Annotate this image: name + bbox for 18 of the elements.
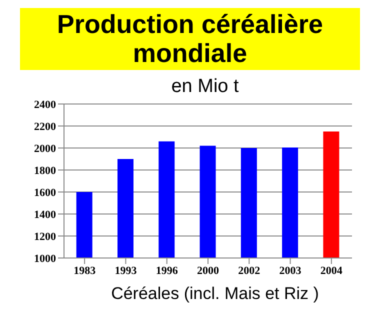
y-tick-label: 1800 bbox=[34, 164, 56, 177]
x-tick-label: 1993 bbox=[114, 264, 138, 277]
y-tick-label: 1200 bbox=[34, 230, 56, 243]
chart-title: Production céréalière mondiale bbox=[20, 8, 360, 70]
y-tick-label: 2400 bbox=[34, 98, 56, 111]
x-tick-label: 2000 bbox=[197, 264, 220, 277]
y-tick-label: 2000 bbox=[34, 142, 56, 155]
x-tick-label: 2002 bbox=[238, 264, 261, 277]
y-tick-label: 1400 bbox=[34, 208, 56, 221]
y-tick-label: 1600 bbox=[34, 186, 56, 199]
x-tick-label: 1996 bbox=[156, 264, 178, 277]
x-tick-label: 2004 bbox=[320, 264, 343, 277]
x-tick-label: 2003 bbox=[279, 264, 302, 277]
y-tick-label: 1000 bbox=[34, 252, 56, 265]
x-axis-title: Céréales (incl. Mais et Riz ) bbox=[110, 284, 320, 304]
x-tick-label: 1983 bbox=[74, 264, 96, 277]
y-tick-label: 2200 bbox=[34, 120, 56, 133]
chart-subtitle: en Mio t bbox=[170, 76, 240, 98]
